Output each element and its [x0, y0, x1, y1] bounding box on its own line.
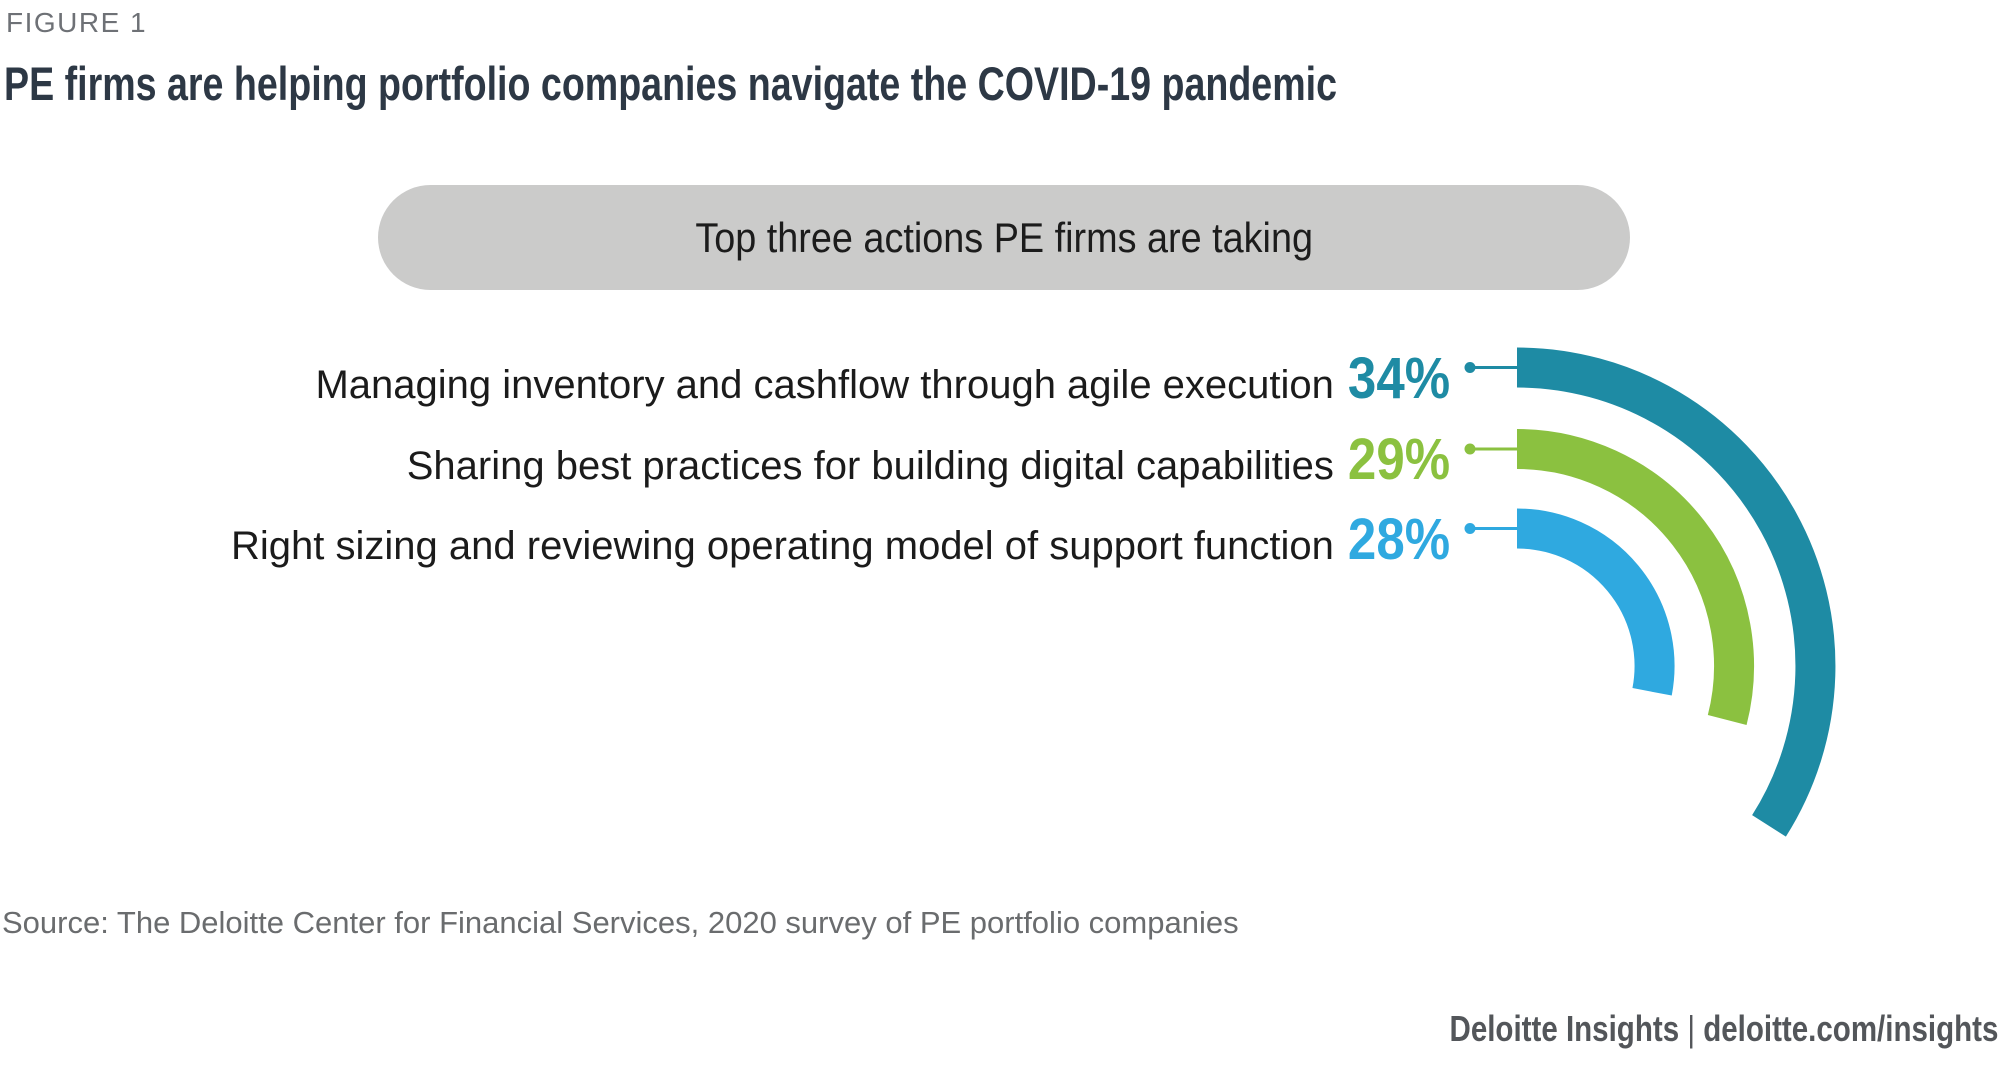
banner-pill: Top three actions PE firms are taking	[378, 185, 1630, 290]
arc-segment	[1516, 347, 1836, 837]
footer-separator: |	[1686, 1008, 1695, 1049]
banner-label: Top three actions PE firms are taking	[695, 213, 1313, 261]
page-title: PE firms are helping portfolio companies…	[4, 57, 1338, 110]
footer-brand: Deloitte Insights	[1449, 1008, 1679, 1049]
leader-dot	[1464, 362, 1476, 373]
value-label: 34%	[1347, 345, 1450, 411]
arc-segment	[1516, 508, 1675, 696]
footer-line: Deloitte Insights | deloitte.com/insights	[1449, 1008, 1998, 1050]
value-label: 28%	[1347, 506, 1450, 572]
chart-row: Sharing best practices for building digi…	[0, 431, 1450, 489]
chart-row: Right sizing and reviewing operating mod…	[0, 506, 1450, 572]
category-label: Managing inventory and cashflow through …	[315, 362, 1334, 407]
leader-dot	[1464, 443, 1476, 455]
arc-segment	[1516, 429, 1754, 725]
figure-label: FIGURE 1	[6, 7, 148, 38]
leader-dot	[1464, 523, 1476, 534]
footer-url: deloitte.com/insights	[1702, 1008, 1998, 1049]
category-label: Right sizing and reviewing operating mod…	[231, 523, 1334, 568]
category-label: Sharing best practices for building digi…	[406, 444, 1334, 488]
chart-row: Managing inventory and cashflow through …	[0, 345, 1450, 411]
value-label: 29%	[1347, 427, 1450, 492]
source-note: Source: The Deloitte Center for Financia…	[2, 905, 1239, 940]
